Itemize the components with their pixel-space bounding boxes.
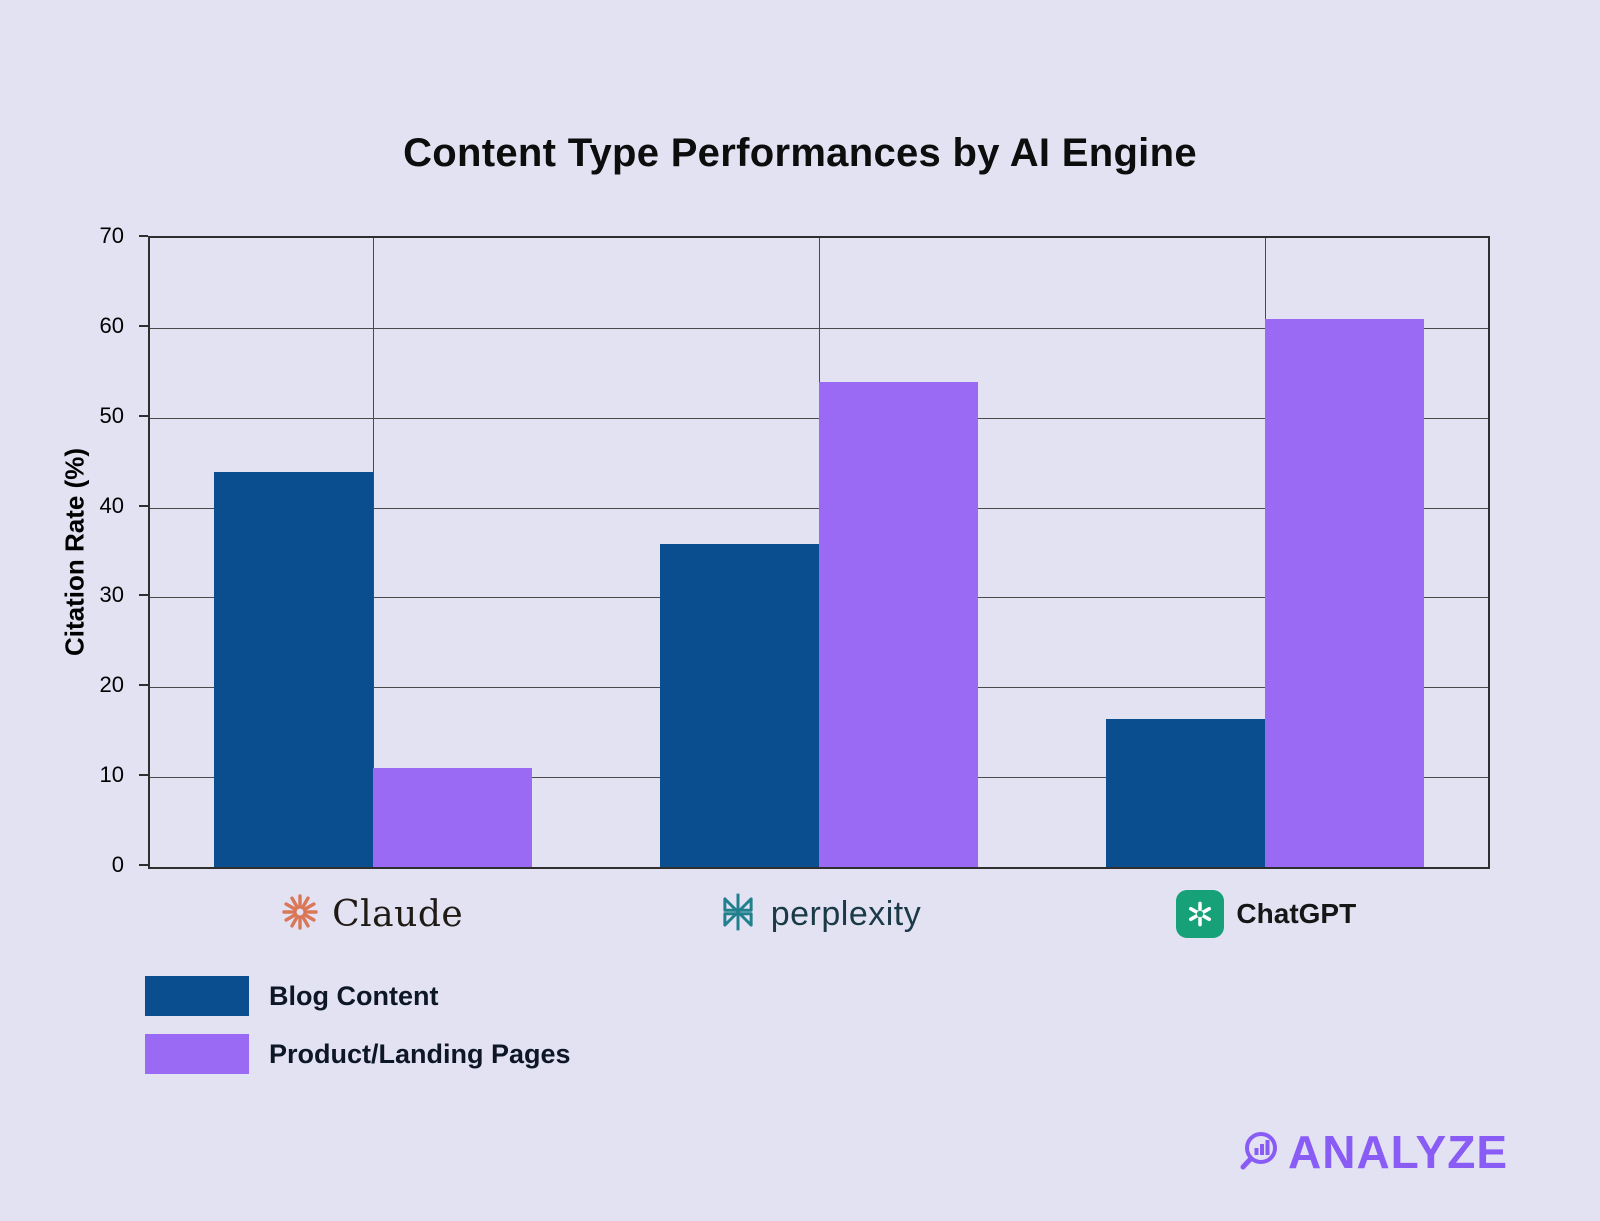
- bar-perplexity-product-landing-pages: [819, 381, 979, 867]
- category-gridline: [373, 238, 374, 867]
- category-perplexity: perplexity: [595, 882, 1042, 946]
- bar-chatgpt-blog-content: [1105, 718, 1265, 867]
- y-tick-mark: [139, 594, 148, 597]
- y-tick-label: 50: [99, 402, 124, 428]
- legend-label-product-landing-pages: Product/Landing Pages: [269, 1038, 571, 1069]
- legend-label-blog-content: Blog Content: [269, 980, 439, 1011]
- legend-swatch-blog-content: [145, 976, 249, 1016]
- magnifier-bars-icon: [1236, 1126, 1284, 1179]
- analyze-brand: ANALYZE: [1236, 1125, 1508, 1179]
- chart-title: Content Type Performances by AI Engine: [403, 131, 1197, 175]
- y-tick-label: 70: [99, 223, 124, 248]
- category-chatgpt: ChatGPT: [1043, 882, 1490, 946]
- bar-claude-product-landing-pages: [373, 768, 533, 867]
- category-label-perplexity: perplexity: [770, 894, 922, 933]
- legend-item-product-landing-pages: Product/Landing Pages: [145, 1034, 571, 1074]
- y-tick-label: 10: [99, 762, 124, 788]
- y-tick-label: 0: [111, 852, 124, 877]
- category-claude: Claude: [148, 882, 595, 946]
- bar-perplexity-blog-content: [659, 543, 819, 867]
- y-tick-label: 30: [99, 582, 124, 608]
- y-tick-mark: [139, 684, 148, 687]
- y-tick-mark: [139, 324, 148, 327]
- bar-chatgpt-product-landing-pages: [1265, 318, 1425, 867]
- analyze-wordmark: ANALYZE: [1288, 1126, 1508, 1178]
- y-tick-mark: [139, 504, 148, 507]
- legend-item-blog-content: Blog Content: [145, 976, 571, 1016]
- y-tick-label: 20: [99, 672, 124, 698]
- x-axis-labels: Claude perplexity ChatGPT: [148, 882, 1490, 946]
- y-axis: 0 10 20 30 40 50 60 70: [0, 223, 148, 877]
- chatgpt-logo-icon: [1176, 890, 1225, 938]
- y-tick-label: 40: [99, 492, 124, 518]
- y-tick-mark: [139, 414, 148, 417]
- y-tick-mark: [139, 235, 148, 237]
- y-tick-label: 60: [99, 312, 124, 338]
- category-label-chatgpt: ChatGPT: [1236, 898, 1357, 929]
- plot-area: [148, 236, 1490, 869]
- perplexity-knot-icon: [717, 891, 759, 938]
- category-label-claude: Claude: [332, 893, 464, 935]
- legend: Blog Content Product/Landing Pages: [145, 976, 571, 1074]
- y-tick-mark: [139, 864, 148, 866]
- legend-swatch-product-landing-pages: [145, 1034, 249, 1074]
- y-tick-mark: [139, 774, 148, 777]
- claude-starburst-icon: [280, 892, 320, 937]
- bar-claude-blog-content: [213, 471, 373, 867]
